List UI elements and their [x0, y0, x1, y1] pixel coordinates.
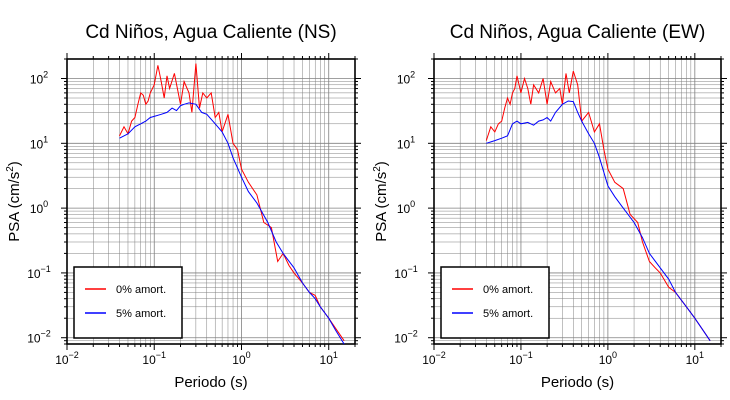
y-tick-label: 101: [30, 134, 48, 151]
y-tick-label: 102: [30, 70, 48, 87]
x-tick-label: 100: [232, 350, 250, 367]
plot-frame: [433, 58, 722, 345]
x-tick-label: 10−2: [422, 350, 446, 367]
y-tick-label: 10−2: [27, 329, 51, 346]
legend-box: [73, 266, 183, 339]
chart-title: Cd Niños, Agua Caliente (NS): [85, 22, 336, 43]
x-tick-label: 10−2: [55, 350, 79, 367]
x-tick-label: 10−1: [509, 350, 533, 367]
y-tick-label: 102: [397, 70, 415, 87]
series-line-blue: [486, 100, 711, 341]
plot-frame: [66, 58, 356, 345]
legend: 0% amort. 5% amort.: [440, 266, 550, 339]
legend-box: [440, 266, 550, 339]
x-tick-label: 100: [599, 350, 617, 367]
series-line-blue: [119, 102, 345, 345]
y-axis-label: PSA (cm/s2): [5, 161, 23, 242]
y-tick-label: 10−2: [394, 329, 418, 346]
y-tick-label: 100: [397, 199, 415, 216]
x-axis-label: Periodo (s): [541, 374, 614, 391]
legend-label: 5% amort.: [483, 308, 533, 320]
series-line-red: [485, 70, 711, 341]
chart-title: Cd Niños, Agua Caliente (EW): [450, 22, 706, 43]
x-tick-label: 10−1: [142, 350, 166, 367]
grid: [66, 58, 356, 345]
x-axis-label: Periodo (s): [174, 374, 247, 391]
chart-1: 10−2 10−1 100 101 10−2 10−1 100 101 102 Cd Niños,…: [5, 22, 361, 391]
series-line-red: [119, 63, 345, 341]
y-tick-label: 101: [397, 134, 415, 151]
y-tick-label: 10−1: [27, 264, 51, 281]
y-axis-label: PSA (cm/s2): [372, 161, 390, 242]
x-tick-label: 101: [686, 350, 704, 367]
legend-label: 0% amort.: [483, 284, 533, 296]
legend: 0% amort. 5% amort.: [73, 266, 183, 339]
x-tick-label: 101: [320, 350, 338, 367]
y-tick-label: 10−1: [394, 264, 418, 281]
chart-2: 10−2 10−1 100 101 10−2 10−1 100 101 102 Cd Niños,…: [372, 22, 727, 391]
legend-label: 0% amort.: [116, 284, 166, 296]
legend-label: 5% amort.: [116, 308, 166, 320]
y-tick-label: 100: [30, 199, 48, 216]
